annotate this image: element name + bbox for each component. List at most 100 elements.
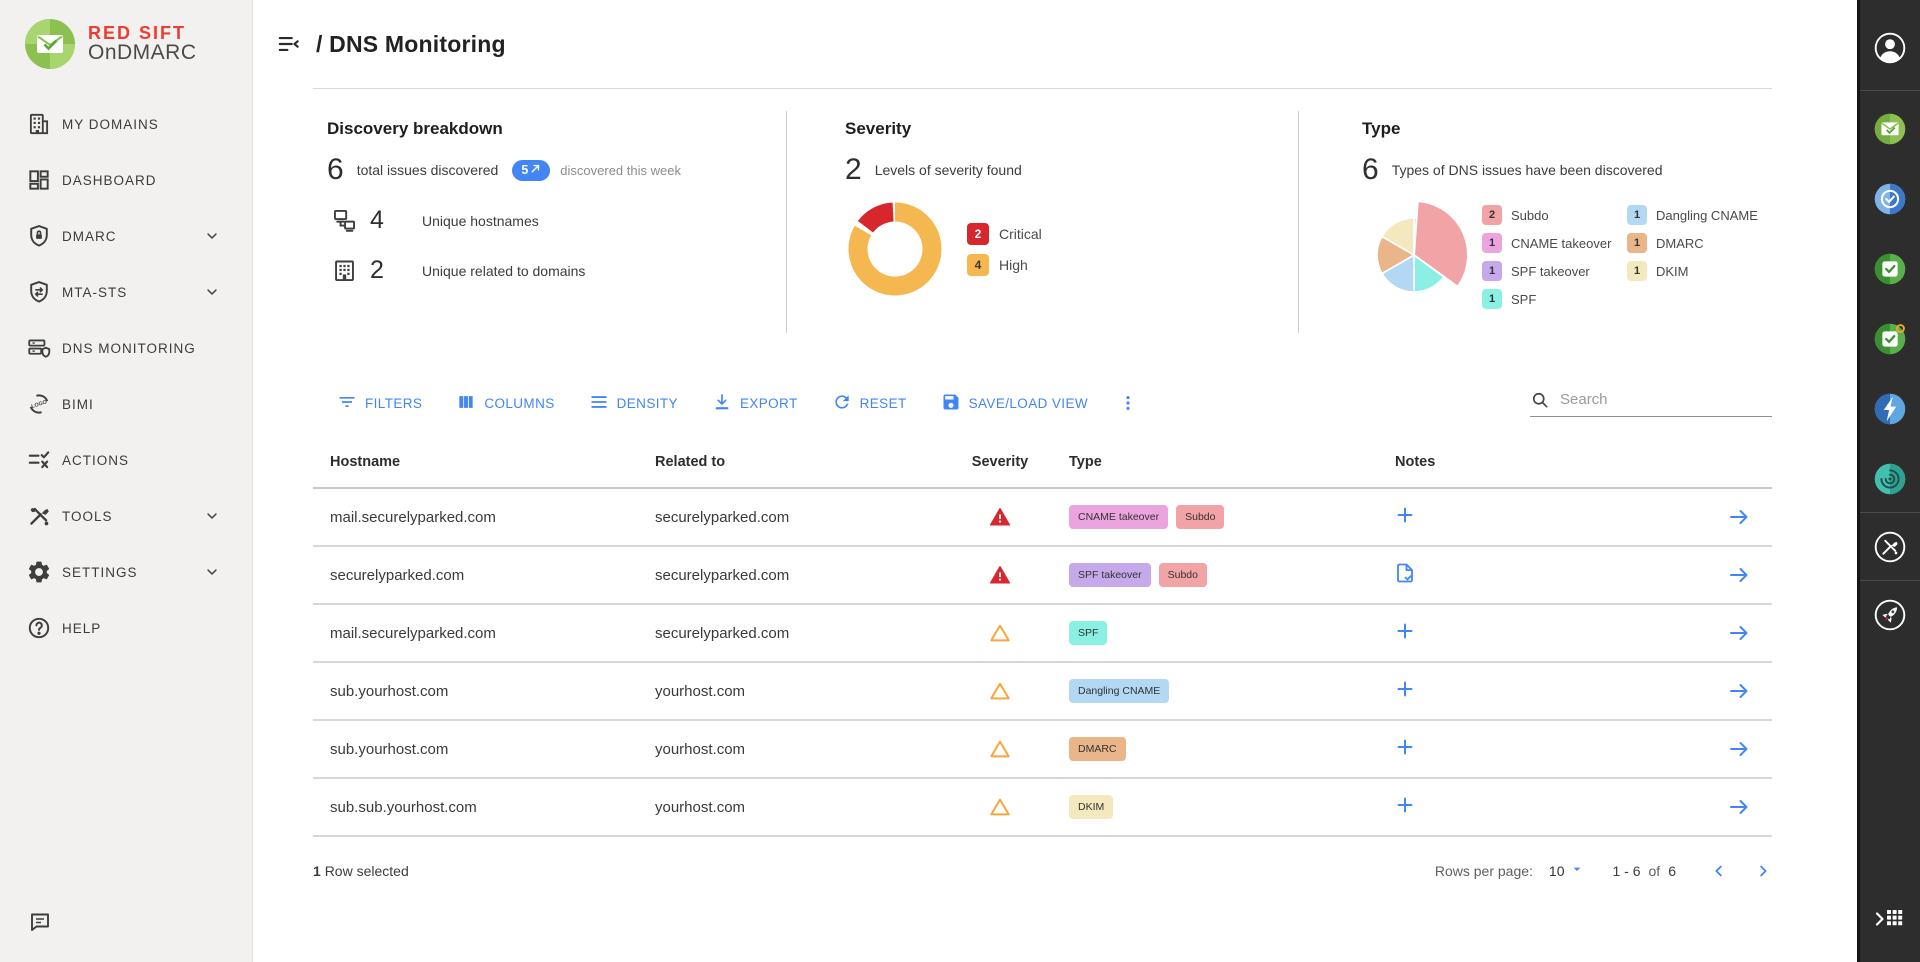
- gear-icon: [26, 559, 52, 585]
- type-count: 6: [1362, 153, 1379, 186]
- collapse-sidebar-icon[interactable]: [276, 31, 302, 57]
- columns-button[interactable]: COLUMNS: [456, 392, 554, 415]
- filters-button[interactable]: FILTERS: [337, 392, 422, 415]
- check-green-app-icon[interactable]: [1869, 248, 1911, 290]
- column-header-severity[interactable]: Severity: [971, 454, 1029, 470]
- type-legend-item-dangling-cname: 1 Dangling CNAME: [1627, 205, 1758, 225]
- type-chip-cname-takeover: CNAME takeover: [1069, 505, 1169, 529]
- legend-swatch: 1: [1627, 261, 1647, 281]
- page-of-label: of: [1648, 862, 1661, 879]
- sidebar-item-my-domains[interactable]: MY DOMAINS: [0, 96, 252, 152]
- page-title: / DNS Monitoring: [316, 30, 506, 57]
- button-label: RESET: [859, 395, 907, 411]
- save-load-view-button[interactable]: SAVE/LOAD VIEW: [941, 392, 1088, 415]
- add-note-icon[interactable]: [1393, 735, 1417, 759]
- related-to-cell: securelyparked.com: [655, 566, 790, 584]
- rail-divider: [1860, 512, 1920, 513]
- search-input[interactable]: [1560, 391, 1772, 408]
- table-row[interactable]: mail.securelyparked.com securelyparked.c…: [313, 489, 1772, 547]
- severity-legend: 2 Critical 4 High: [967, 199, 1042, 299]
- button-label: DENSITY: [616, 395, 678, 411]
- column-header-hostname[interactable]: Hostname: [330, 454, 401, 470]
- toolbar-buttons: FILTERS COLUMNS DENSITY EXPORT RESET SAV…: [337, 392, 1088, 415]
- reset-button[interactable]: RESET: [832, 392, 907, 415]
- note-added-icon[interactable]: [1393, 561, 1417, 585]
- add-note-icon[interactable]: [1393, 503, 1417, 527]
- sidebar-item-dns-monitoring[interactable]: DNS MONITORING: [0, 320, 252, 376]
- page-range: 1 - 6: [1612, 862, 1641, 879]
- table-row[interactable]: securelyparked.com securelyparked.com SP…: [313, 547, 1772, 605]
- critical-warning-icon: [945, 506, 1055, 528]
- arrow-right-icon[interactable]: [1727, 679, 1751, 703]
- rocket-app-icon[interactable]: [1869, 594, 1911, 636]
- column-header-type[interactable]: Type: [1069, 454, 1102, 470]
- brand-text: RED SIFT OnDMARC: [88, 23, 197, 65]
- sidebar-item-dashboard[interactable]: DASHBOARD: [0, 152, 252, 208]
- next-page-icon[interactable]: [1754, 862, 1772, 880]
- check-green-notification-app-icon[interactable]: [1869, 318, 1911, 360]
- building-icon: [26, 111, 52, 137]
- type-chip-dkim: DKIM: [1069, 795, 1114, 819]
- arrow-right-icon[interactable]: [1727, 737, 1751, 761]
- brand-logo[interactable]: RED SIFT OnDMARC: [0, 0, 252, 70]
- export-button[interactable]: EXPORT: [712, 392, 798, 415]
- arrow-right-icon[interactable]: [1727, 795, 1751, 819]
- ondmarc-email-app-icon[interactable]: [1869, 108, 1911, 150]
- type-legend-col2: 1 Dangling CNAME 1 DMARC 1 DKIM: [1627, 205, 1758, 317]
- sidebar-item-tools[interactable]: TOOLS: [0, 488, 252, 544]
- legend-label: CNAME takeover: [1511, 235, 1612, 251]
- sidebar-item-bimi[interactable]: LOGO BIMI: [0, 376, 252, 432]
- add-note-icon[interactable]: [1393, 677, 1417, 701]
- lightning-app-icon[interactable]: [1869, 388, 1911, 430]
- table-row[interactable]: sub.yourhost.com yourhost.com Dangling C…: [313, 663, 1772, 721]
- rows-per-page-select[interactable]: 10: [1549, 861, 1585, 880]
- table-row[interactable]: mail.securelyparked.com securelyparked.c…: [313, 605, 1772, 663]
- notes-cell: [1385, 561, 1705, 589]
- type-legend-item-spf-takeover: 1 SPF takeover: [1482, 261, 1627, 281]
- type-rose-chart: [1376, 200, 1469, 293]
- sidebar-item-settings[interactable]: SETTINGS: [0, 544, 252, 600]
- chevron-down-icon: [204, 564, 220, 580]
- table-row[interactable]: sub.sub.yourhost.com yourhost.com DKIM: [313, 779, 1772, 837]
- tools-app-icon[interactable]: [1869, 526, 1911, 568]
- arrow-right-icon[interactable]: [1727, 621, 1751, 645]
- chat-launcher-icon[interactable]: [28, 910, 52, 934]
- type-cell: Dangling CNAME: [1055, 679, 1385, 703]
- save-icon: [941, 392, 961, 415]
- dns-monitoring-icon: [26, 335, 52, 361]
- sidebar-item-help[interactable]: HELP: [0, 600, 252, 656]
- caret-down-icon: [1569, 861, 1585, 880]
- arrow-right-icon[interactable]: [1727, 505, 1751, 529]
- column-header-related-to[interactable]: Related to: [655, 454, 726, 470]
- type-count-label: Types of DNS issues have been discovered: [1391, 162, 1663, 178]
- radar-app-icon[interactable]: [1869, 458, 1911, 500]
- sidebar-item-actions[interactable]: ACTIONS: [0, 432, 252, 488]
- table-row[interactable]: sub.yourhost.com yourhost.com DMARC: [313, 721, 1772, 779]
- sidebar-item-dmarc[interactable]: DMARC: [0, 208, 252, 264]
- account-icon[interactable]: [1869, 27, 1911, 69]
- filter-icon: [337, 392, 357, 415]
- type-chip-subdo: Subdo: [1158, 563, 1207, 587]
- hostname-cell: securelyparked.com: [330, 566, 465, 584]
- page-header: / DNS Monitoring: [253, 0, 1857, 88]
- column-header-notes[interactable]: Notes: [1395, 454, 1436, 470]
- legend-label: DKIM: [1656, 263, 1689, 279]
- add-note-icon[interactable]: [1393, 619, 1417, 643]
- sidebar-item-mta-sts[interactable]: MTA-STS: [0, 264, 252, 320]
- search-icon: [1530, 390, 1550, 410]
- sidebar-item-label: DMARC: [62, 228, 117, 244]
- check-blue-app-icon[interactable]: [1869, 178, 1911, 220]
- sidebar-item-label: HELP: [62, 620, 102, 636]
- table-body: mail.securelyparked.com securelyparked.c…: [313, 489, 1772, 837]
- arrow-right-icon[interactable]: [1727, 563, 1751, 587]
- pagination: Rows per page: 10 1 - 6 of 6: [1435, 861, 1772, 880]
- table-toolbar: FILTERS COLUMNS DENSITY EXPORT RESET SAV…: [313, 383, 1772, 423]
- more-options-kebab-icon[interactable]: [1118, 393, 1138, 413]
- density-button[interactable]: DENSITY: [589, 392, 678, 415]
- legend-swatch: 1: [1482, 233, 1502, 253]
- apps-grid-icon[interactable]: [1875, 906, 1905, 932]
- high-warning-icon: [945, 738, 1055, 760]
- add-note-icon[interactable]: [1393, 793, 1417, 817]
- previous-page-icon[interactable]: [1710, 862, 1728, 880]
